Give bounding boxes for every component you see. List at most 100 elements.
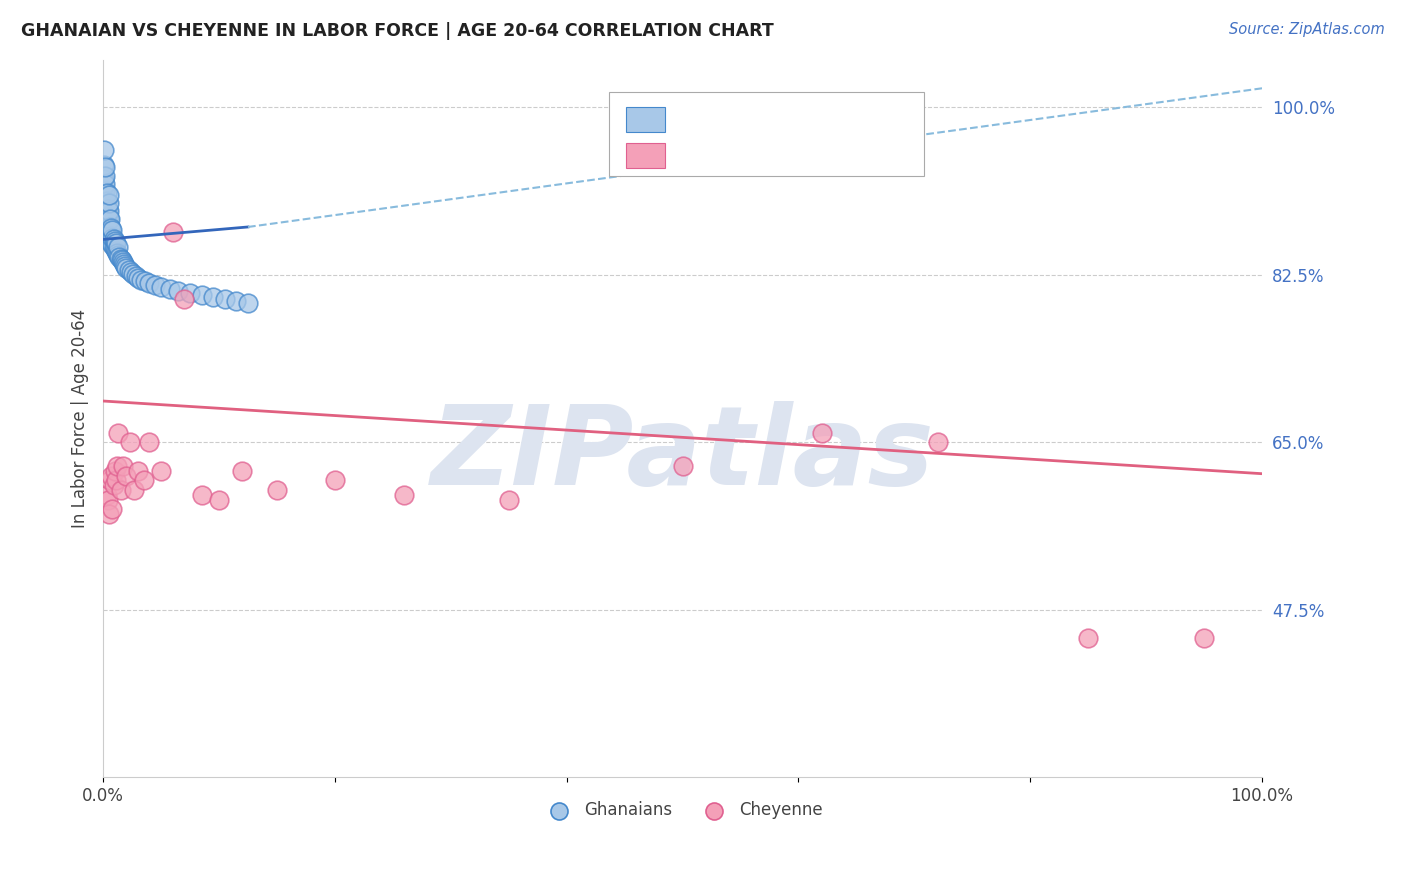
Point — [96, 186, 118, 201]
Point — [167, 284, 190, 298]
Point — [93, 196, 115, 211]
Point — [115, 261, 138, 276]
Text: -0.223: -0.223 — [731, 145, 790, 163]
Point — [190, 488, 212, 502]
Point — [96, 208, 118, 222]
Point — [104, 236, 127, 251]
Point — [97, 210, 120, 224]
Point — [97, 217, 120, 231]
Point — [111, 253, 134, 268]
Point — [93, 225, 115, 239]
Point — [98, 219, 121, 234]
Point — [124, 483, 146, 497]
Point — [93, 182, 115, 196]
Point — [96, 215, 118, 229]
Point — [97, 226, 120, 240]
Point — [94, 198, 117, 212]
Point — [104, 464, 127, 478]
Point — [105, 245, 128, 260]
Point — [97, 196, 120, 211]
Point — [104, 474, 127, 488]
Point — [138, 277, 160, 291]
Point — [97, 232, 120, 246]
Point — [104, 242, 127, 256]
Point — [111, 458, 134, 473]
Point — [124, 268, 146, 283]
Text: 34: 34 — [848, 145, 872, 163]
Point — [94, 205, 117, 219]
Point — [100, 468, 122, 483]
Text: R =: R = — [679, 110, 710, 128]
Point — [118, 435, 141, 450]
Point — [100, 221, 122, 235]
Text: 83: 83 — [848, 110, 870, 128]
Point — [105, 458, 128, 473]
Point — [208, 492, 231, 507]
Point — [101, 502, 124, 516]
Point — [150, 464, 173, 478]
Point — [394, 488, 416, 502]
Point — [107, 425, 129, 440]
Point — [94, 177, 117, 191]
Point — [100, 228, 122, 243]
Point — [225, 293, 247, 308]
Text: R =: R = — [679, 145, 710, 163]
Point — [1192, 631, 1215, 645]
Point — [115, 468, 138, 483]
Point — [94, 169, 117, 184]
Point — [104, 235, 127, 249]
Point — [94, 219, 117, 234]
Point — [114, 259, 136, 273]
Point — [104, 244, 127, 258]
Point — [127, 464, 149, 478]
Point — [97, 230, 120, 244]
Point — [110, 252, 132, 266]
Legend: Ghanaians, Cheyenne: Ghanaians, Cheyenne — [536, 795, 830, 826]
Text: 0.150: 0.150 — [731, 110, 789, 128]
Point — [93, 203, 115, 218]
Text: GHANAIAN VS CHEYENNE IN LABOR FORCE | AGE 20-64 CORRELATION CHART: GHANAIAN VS CHEYENNE IN LABOR FORCE | AG… — [21, 22, 773, 40]
Point — [138, 435, 160, 450]
Text: Source: ZipAtlas.com: Source: ZipAtlas.com — [1229, 22, 1385, 37]
Point — [150, 280, 173, 294]
Point — [190, 288, 212, 302]
Point — [134, 275, 156, 289]
Point — [97, 224, 120, 238]
Point — [112, 257, 135, 271]
Point — [96, 488, 118, 502]
Point — [93, 188, 115, 202]
Point — [103, 232, 125, 246]
Point — [111, 255, 134, 269]
Point — [110, 483, 132, 497]
Point — [108, 250, 131, 264]
Point — [323, 474, 346, 488]
Point — [97, 219, 120, 233]
Point — [98, 474, 121, 488]
Y-axis label: In Labor Force | Age 20-64: In Labor Force | Age 20-64 — [72, 309, 89, 528]
Point — [159, 282, 181, 296]
Point — [98, 235, 121, 249]
Point — [671, 458, 693, 473]
Point — [1077, 631, 1099, 645]
Point — [94, 190, 117, 204]
Point — [117, 263, 139, 277]
Point — [96, 194, 118, 208]
Point — [120, 265, 142, 279]
Point — [96, 229, 118, 244]
Point — [98, 227, 121, 242]
Point — [810, 425, 832, 440]
Point — [173, 292, 195, 306]
Text: N =: N = — [801, 110, 832, 128]
Point — [97, 202, 120, 216]
Point — [231, 464, 253, 478]
Point — [266, 483, 288, 497]
Point — [107, 248, 129, 262]
Point — [202, 290, 225, 304]
Point — [100, 236, 122, 251]
Point — [131, 272, 153, 286]
Point — [93, 217, 115, 231]
Point — [132, 474, 155, 488]
Point — [94, 213, 117, 227]
Point — [162, 225, 184, 239]
Point — [93, 144, 115, 158]
